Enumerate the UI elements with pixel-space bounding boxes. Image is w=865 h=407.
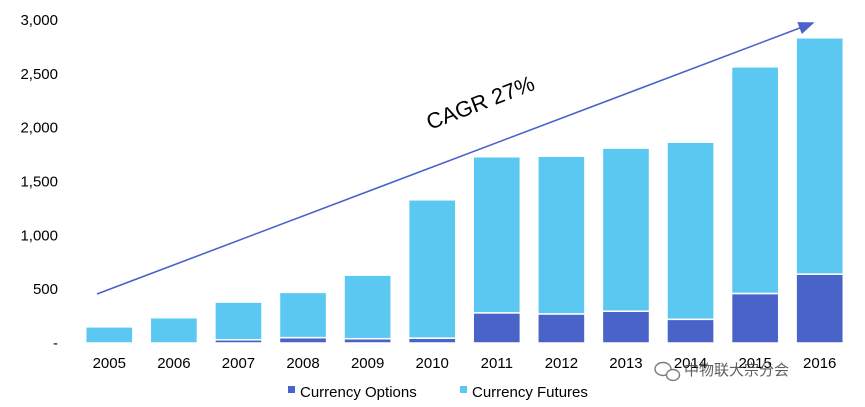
x-tick-label: 2012 — [545, 355, 578, 372]
bar-futures-2010 — [407, 199, 457, 339]
bar-options-2016 — [795, 273, 845, 344]
legend-label-options: Currency Options — [300, 384, 417, 401]
bar-options-2011 — [472, 312, 522, 344]
y-tick-label: 1,000 — [20, 227, 58, 244]
y-axis-ticks: - 500 1,000 1,500 2,000 2,500 3,000 — [20, 12, 58, 352]
y-tick-label: 2,500 — [20, 66, 58, 83]
bar-futures-2005 — [84, 326, 134, 344]
x-tick-label: 2011 — [481, 355, 513, 372]
bar-futures-2007 — [214, 301, 263, 341]
y-tick-label: 2,000 — [20, 120, 58, 137]
x-tick-label: 2015 — [738, 355, 771, 372]
y-tick-label: - — [53, 335, 58, 352]
x-tick-label: 2014 — [674, 355, 707, 372]
bar-futures-2015 — [730, 66, 780, 295]
legend-swatch-options — [288, 386, 295, 393]
bar-futures-2014 — [666, 141, 715, 321]
bar-options-2013 — [601, 310, 651, 344]
bar-futures-2006 — [149, 316, 199, 344]
bar-futures-2008 — [278, 291, 328, 339]
x-tick-label: 2005 — [93, 355, 126, 372]
x-tick-label: 2016 — [803, 355, 836, 372]
y-tick-label: 1,500 — [20, 174, 58, 191]
cagr-arrow — [96, 22, 815, 295]
legend-label-futures: Currency Futures — [472, 384, 588, 401]
x-tick-label: 2013 — [609, 355, 642, 372]
x-tick-label: 2007 — [222, 355, 255, 372]
bar-futures-2013 — [601, 147, 651, 312]
y-tick-label: 3,000 — [20, 12, 58, 29]
y-tick-label: 500 — [33, 281, 58, 298]
bar-futures-2016 — [795, 37, 845, 275]
legend: Currency Options Currency Futures — [288, 384, 588, 401]
bar-options-2015 — [730, 292, 780, 344]
bar-futures-2011 — [472, 155, 522, 314]
x-tick-label: 2010 — [416, 355, 449, 372]
x-tick-label: 2009 — [351, 355, 384, 372]
bar-options-2014 — [666, 318, 715, 344]
wechat-icon — [654, 361, 681, 382]
watermark: 中物联大宗分会 — [654, 361, 789, 382]
x-axis-ticks: 2005 2006 2007 2008 2009 2010 2011 2012 2013 2014… — [93, 355, 837, 372]
bars — [84, 37, 845, 344]
bar-futures-2009 — [343, 274, 392, 340]
bar-options-2012 — [537, 313, 586, 344]
legend-swatch-futures — [460, 386, 467, 393]
x-tick-label: 2008 — [286, 355, 319, 372]
bar-futures-2012 — [537, 155, 586, 315]
x-tick-label: 2006 — [157, 355, 190, 372]
bar-options-2008 — [278, 336, 328, 344]
cagr-label: CAGR 27% — [423, 71, 538, 135]
watermark-text: 中物联大宗分会 — [684, 361, 789, 379]
